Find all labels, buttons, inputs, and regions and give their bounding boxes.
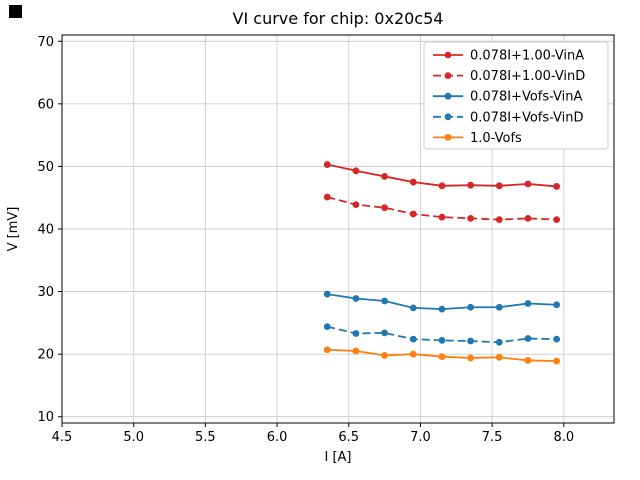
y-tick-label: 60 [37,97,54,112]
data-point [467,354,475,362]
legend-label: 0.078I+1.00-VinA [470,49,584,64]
y-axis-label: V [mV] [6,207,21,252]
axes-frame [61,34,615,424]
legend-label: 0.078I+1.00-VinD [470,69,585,84]
data-point [524,357,532,364]
x-tick-label: 7.0 [410,430,431,445]
legend-sample-marker [444,92,452,100]
data-point [438,336,446,344]
data-point [495,303,503,311]
data-point [409,210,417,218]
data-point [553,301,561,309]
legend-label: 1.0-Vofs [470,131,522,146]
y-tick-label: 20 [37,348,54,363]
data-point [438,305,446,313]
legend-sample-marker [444,134,452,141]
data-point [524,300,532,307]
x-tick-label: 6.0 [267,430,288,445]
data-point [467,337,475,345]
legend-label: 0.078I+Vofs-VinD [470,110,584,125]
x-tick-label: 8.0 [553,430,574,445]
y-tick-label: 30 [37,285,54,300]
data-point [495,353,503,361]
data-point [409,304,417,312]
data-point [409,350,417,358]
data-point [467,303,475,311]
data-point [352,167,360,175]
data-point [438,182,446,190]
data-point [495,338,503,346]
data-point [524,214,532,222]
data-point [381,173,388,180]
x-tick-label: 6.5 [338,430,359,445]
x-tick-label: 5.0 [123,430,144,445]
data-point [524,180,532,188]
series-line-3 [327,325,557,344]
data-point [352,347,360,355]
data-point [381,329,388,337]
data-point [438,213,446,221]
data-point [467,214,475,222]
data-point [495,216,503,224]
y-tick-label: 40 [37,223,54,238]
data-point [323,323,331,331]
legend-sample-marker [444,72,452,79]
data-point [352,201,360,208]
y-tick-label: 10 [37,410,54,425]
chart-title: VI curve for chip: 0x20c54 [233,9,444,28]
data-point [323,193,331,201]
legend-box [423,41,609,150]
data-point [381,352,388,359]
x-axis-label: I [A] [324,450,351,465]
legend-label: 0.078I+Vofs-VinA [470,90,583,105]
legend-sample-marker [444,51,452,59]
data-point [467,181,475,189]
x-tick-label: 4.5 [52,430,73,445]
y-tick-label: 50 [37,160,54,175]
legend-sample-marker [444,113,452,121]
data-point [553,183,561,190]
data-point [323,346,331,354]
data-point [352,330,360,337]
data-point [409,335,417,343]
data-point [495,182,503,190]
data-point [438,353,446,361]
data-point [352,295,360,302]
corner-mark [9,5,22,18]
data-point [381,297,388,305]
data-point [381,204,388,212]
data-point [323,290,331,298]
data-point [553,216,561,224]
data-point [553,357,561,365]
x-tick-label: 5.5 [195,430,216,445]
data-point [553,335,561,343]
data-point [323,161,331,168]
data-point [409,178,417,186]
plot-area: 4.5 5.0 5.5 6.0 6.5 7.0 7.5 8.0 10 20 30 40 50 60 70 0.… [37,34,615,445]
series-line-1 [327,196,557,221]
y-tick-label: 70 [37,35,54,50]
data-point [524,335,532,342]
x-tick-label: 7.5 [482,430,503,445]
